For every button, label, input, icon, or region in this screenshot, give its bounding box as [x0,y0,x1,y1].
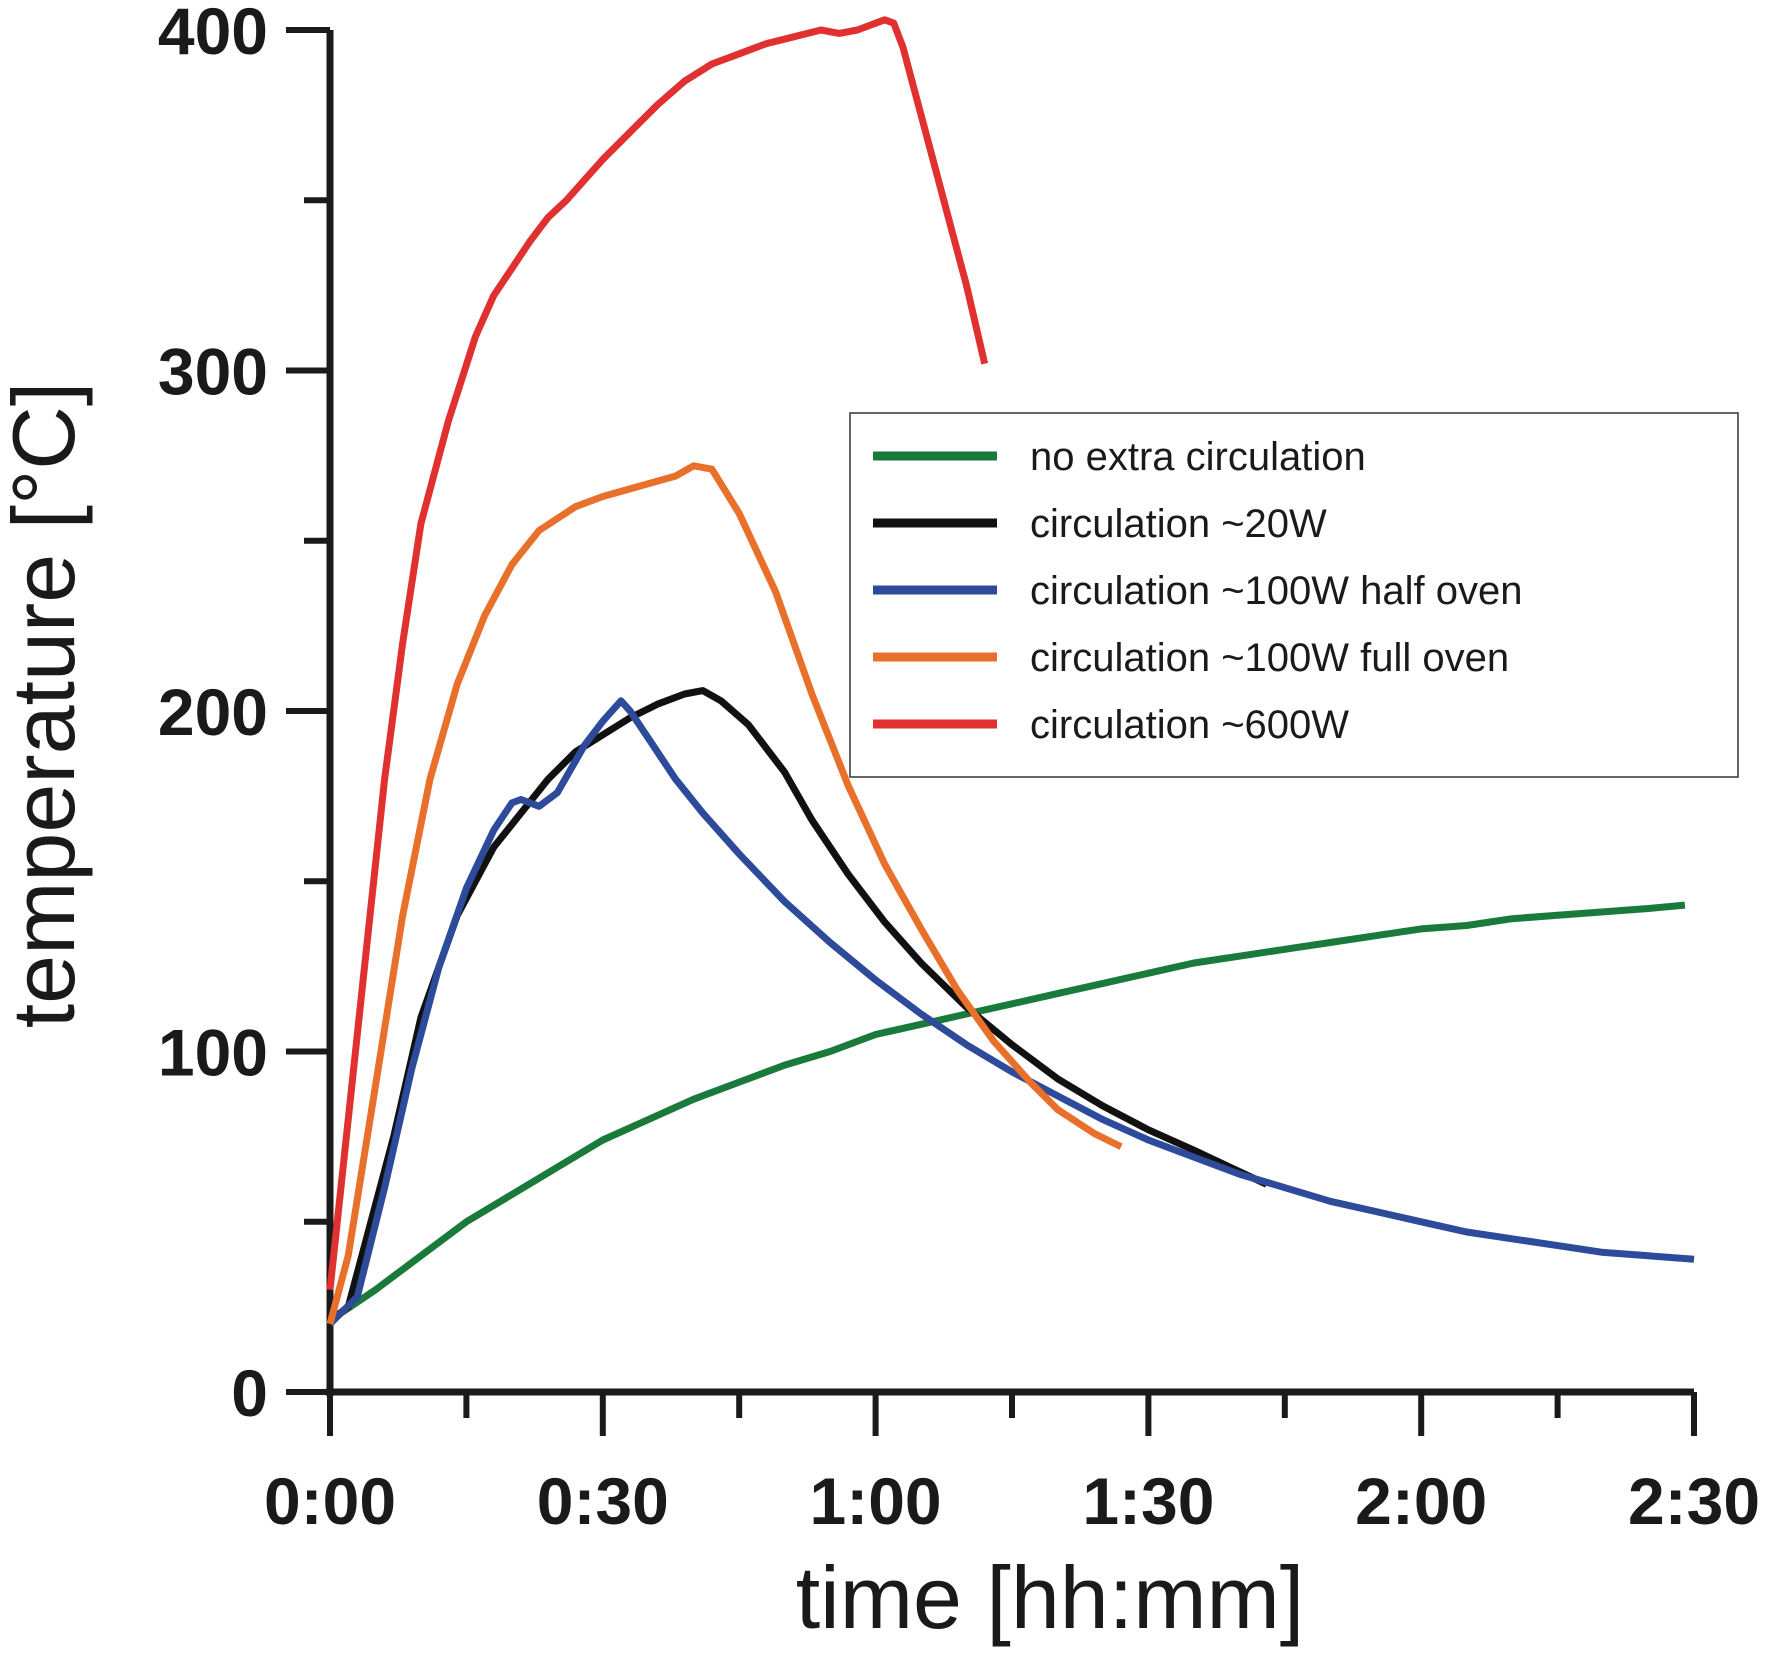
series-layer [326,16,1695,1327]
series-line-3 [326,462,1123,1325]
x-axis-title: time [hh:mm] [796,1548,1305,1647]
series-line-2 [327,697,1695,1327]
y-tick-label: 0 [231,1356,268,1430]
series-line-4 [326,16,989,1291]
x-tick-label: 0:00 [264,1464,396,1538]
x-tick-label: 1:30 [1082,1464,1214,1538]
y-tick-label: 300 [158,335,268,409]
legend: no extra circulation circulation ~20W circ… [849,412,1739,778]
x-tick-label: 1:00 [810,1464,942,1538]
legend-label: circulation ~20W [1030,502,1327,546]
legend-box [849,412,1739,778]
y-axis-title: temperature [°C] [0,382,93,1029]
x-tick-label: 0:30 [537,1464,669,1538]
y-tick-label: 100 [158,1016,268,1090]
series-line-0 [328,901,1686,1324]
legend-label: no extra circulation [1030,435,1366,479]
y-tick-label: 400 [158,0,268,68]
y-tick-label: 200 [158,675,268,749]
legend-label: circulation ~600W [1030,703,1349,747]
x-tick-label: 2:30 [1628,1464,1760,1538]
x-tick-label: 2:00 [1355,1464,1487,1538]
series-line-1 [327,687,1269,1324]
legend-label: circulation ~100W half oven [1030,569,1523,613]
legend-label: circulation ~100W full oven [1030,636,1509,680]
